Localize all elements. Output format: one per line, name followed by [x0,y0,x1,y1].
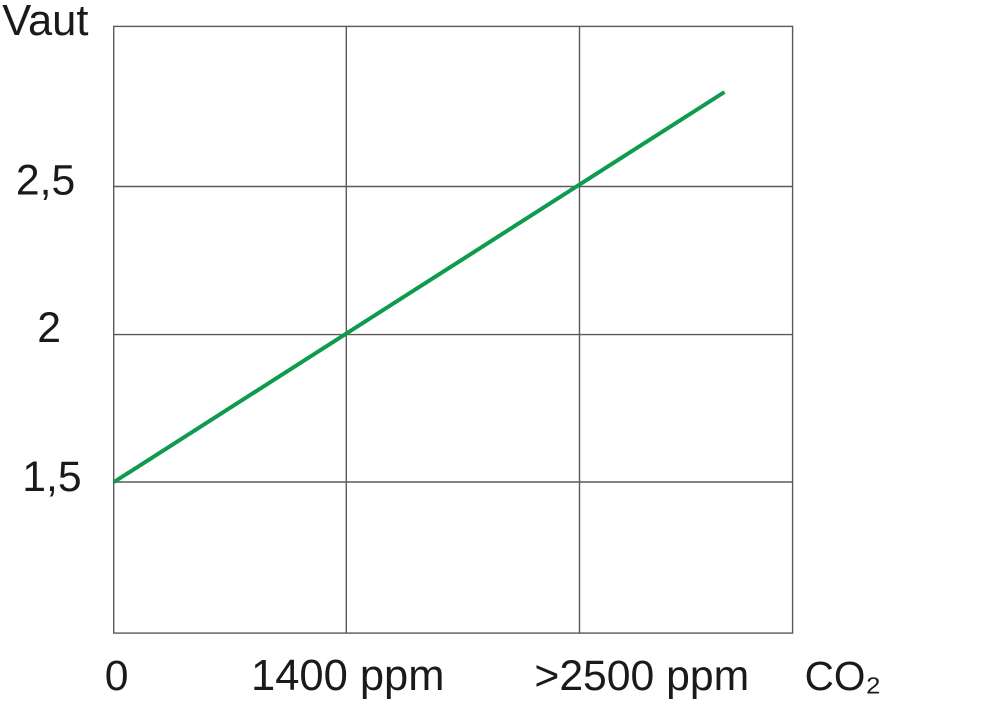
svg-text:>2500 ppm: >2500 ppm [534,652,749,700]
svg-text:0: 0 [105,652,129,700]
svg-text:2: 2 [37,304,61,352]
svg-text:Vaut: Vaut [2,0,88,45]
svg-text:1,5: 1,5 [22,453,81,501]
svg-text:2,5: 2,5 [16,157,75,205]
svg-text:1400 ppm: 1400 ppm [251,652,444,700]
svg-text:CO₂: CO₂ [805,653,881,699]
